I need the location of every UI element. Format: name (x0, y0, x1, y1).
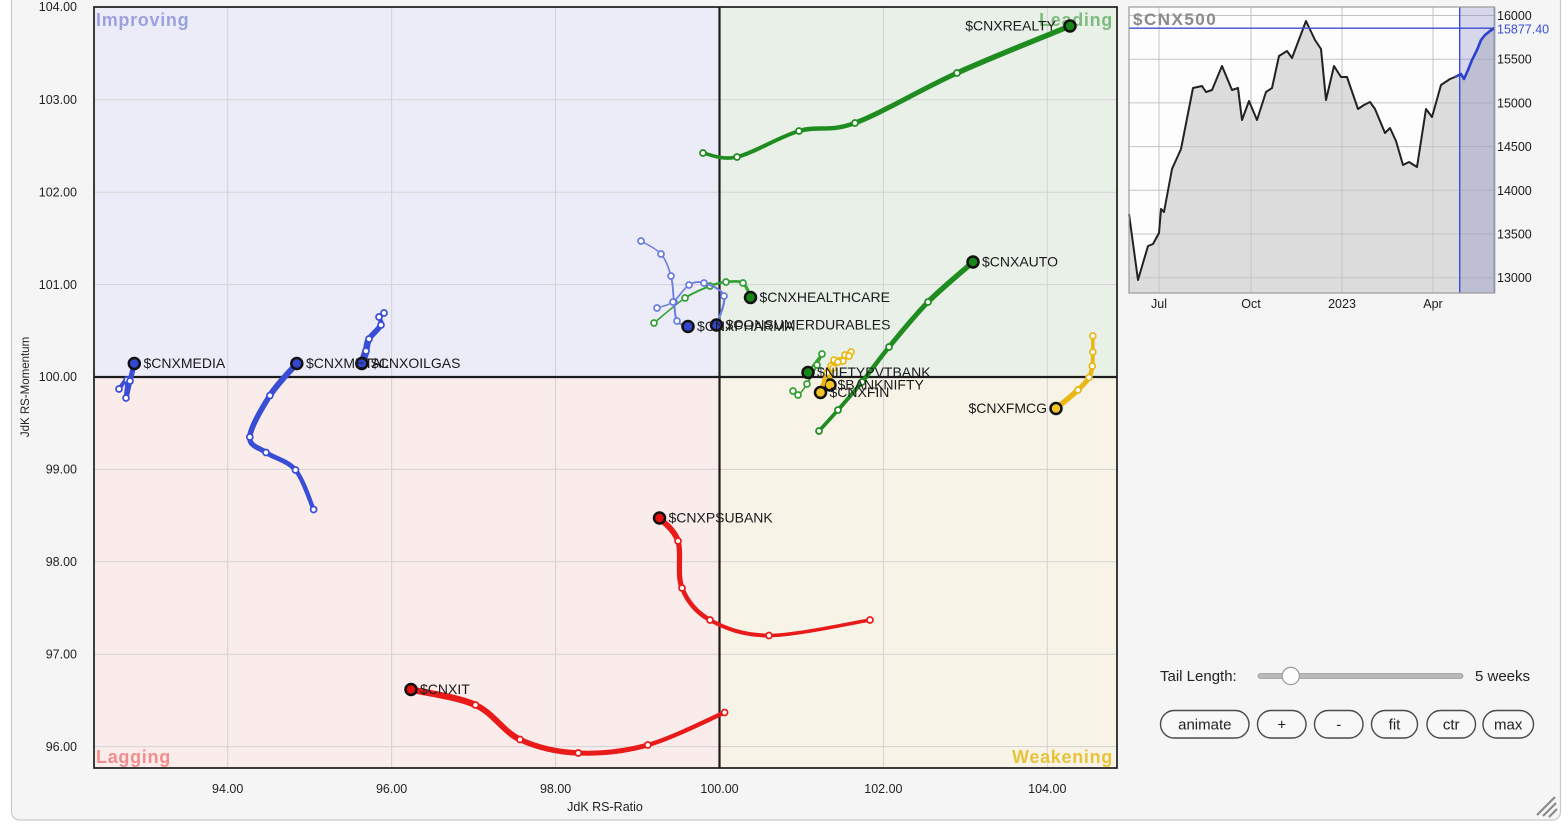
svg-text:15000: 15000 (1497, 96, 1532, 110)
svg-text:$CNXAUTO: $CNXAUTO (982, 254, 1058, 270)
svg-text:$CNXMETAL: $CNXMETAL (306, 355, 389, 371)
svg-text:15500: 15500 (1497, 53, 1532, 67)
svg-text:fit: fit (1389, 717, 1402, 734)
svg-text:$CNXOILGAS: $CNXOILGAS (371, 355, 460, 371)
svg-text:5 weeks: 5 weeks (1475, 668, 1530, 685)
svg-text:97.00: 97.00 (46, 647, 77, 661)
svg-text:-: - (1336, 717, 1341, 734)
svg-text:99.00: 99.00 (46, 463, 77, 477)
svg-text:Weakening: Weakening (1012, 747, 1113, 767)
svg-text:Apr: Apr (1423, 297, 1442, 311)
svg-text:102.00: 102.00 (864, 782, 902, 796)
svg-text:JdK RS-Ratio: JdK RS-Ratio (567, 800, 643, 814)
svg-text:96.00: 96.00 (376, 782, 407, 796)
svg-text:14500: 14500 (1497, 140, 1532, 154)
svg-text:104.00: 104.00 (39, 0, 77, 14)
svg-text:$CNXPSUBANK: $CNXPSUBANK (669, 510, 774, 526)
svg-text:Lagging: Lagging (96, 747, 171, 767)
svg-text:$CNXHEALTHCARE: $CNXHEALTHCARE (760, 289, 890, 305)
svg-text:16000: 16000 (1497, 9, 1532, 23)
svg-text:98.00: 98.00 (46, 555, 77, 569)
svg-text:13500: 13500 (1497, 228, 1532, 242)
svg-text:$CNXPHARMA: $CNXPHARMA (697, 318, 795, 334)
svg-text:Oct: Oct (1241, 297, 1261, 311)
svg-text:104.00: 104.00 (1028, 782, 1066, 796)
svg-text:2023: 2023 (1328, 297, 1356, 311)
svg-text:$CNXFMCG: $CNXFMCG (968, 400, 1047, 416)
svg-text:$CNX500: $CNX500 (1133, 10, 1217, 29)
svg-text:103.00: 103.00 (39, 93, 77, 107)
svg-text:$CNXREALTY: $CNXREALTY (965, 18, 1056, 34)
svg-text:$CNXFIN: $CNXFIN (830, 384, 890, 400)
svg-text:102.00: 102.00 (39, 185, 77, 199)
svg-text:Tail Length:: Tail Length: (1160, 668, 1237, 685)
svg-text:94.00: 94.00 (212, 782, 243, 796)
svg-text:JdK RS-Momentum: JdK RS-Momentum (20, 337, 32, 437)
svg-text:14000: 14000 (1497, 184, 1532, 198)
svg-text:Leading: Leading (1039, 10, 1113, 30)
svg-text:$NIFTYPVTBANK: $NIFTYPVTBANK (817, 364, 931, 380)
svg-text:98.00: 98.00 (540, 782, 571, 796)
svg-text:15877.40: 15877.40 (1497, 23, 1549, 37)
svg-text:100.00: 100.00 (700, 782, 738, 796)
svg-text:Improving: Improving (96, 10, 189, 30)
svg-text:100.00: 100.00 (39, 370, 77, 384)
svg-text:+: + (1277, 717, 1286, 734)
svg-text:$CNXIT: $CNXIT (420, 681, 470, 697)
svg-text:101.00: 101.00 (39, 278, 77, 292)
svg-text:96.00: 96.00 (46, 740, 77, 754)
svg-text:$CONSUMERDURABLES: $CONSUMERDURABLES (726, 317, 891, 333)
svg-text:13000: 13000 (1497, 271, 1532, 285)
svg-text:Jul: Jul (1151, 297, 1167, 311)
svg-text:animate: animate (1178, 717, 1231, 734)
svg-text:max: max (1494, 717, 1523, 734)
svg-text:$BANKNIFTY: $BANKNIFTY (838, 377, 925, 393)
svg-text:$CNXMEDIA: $CNXMEDIA (144, 355, 226, 371)
svg-text:ctr: ctr (1443, 717, 1460, 734)
